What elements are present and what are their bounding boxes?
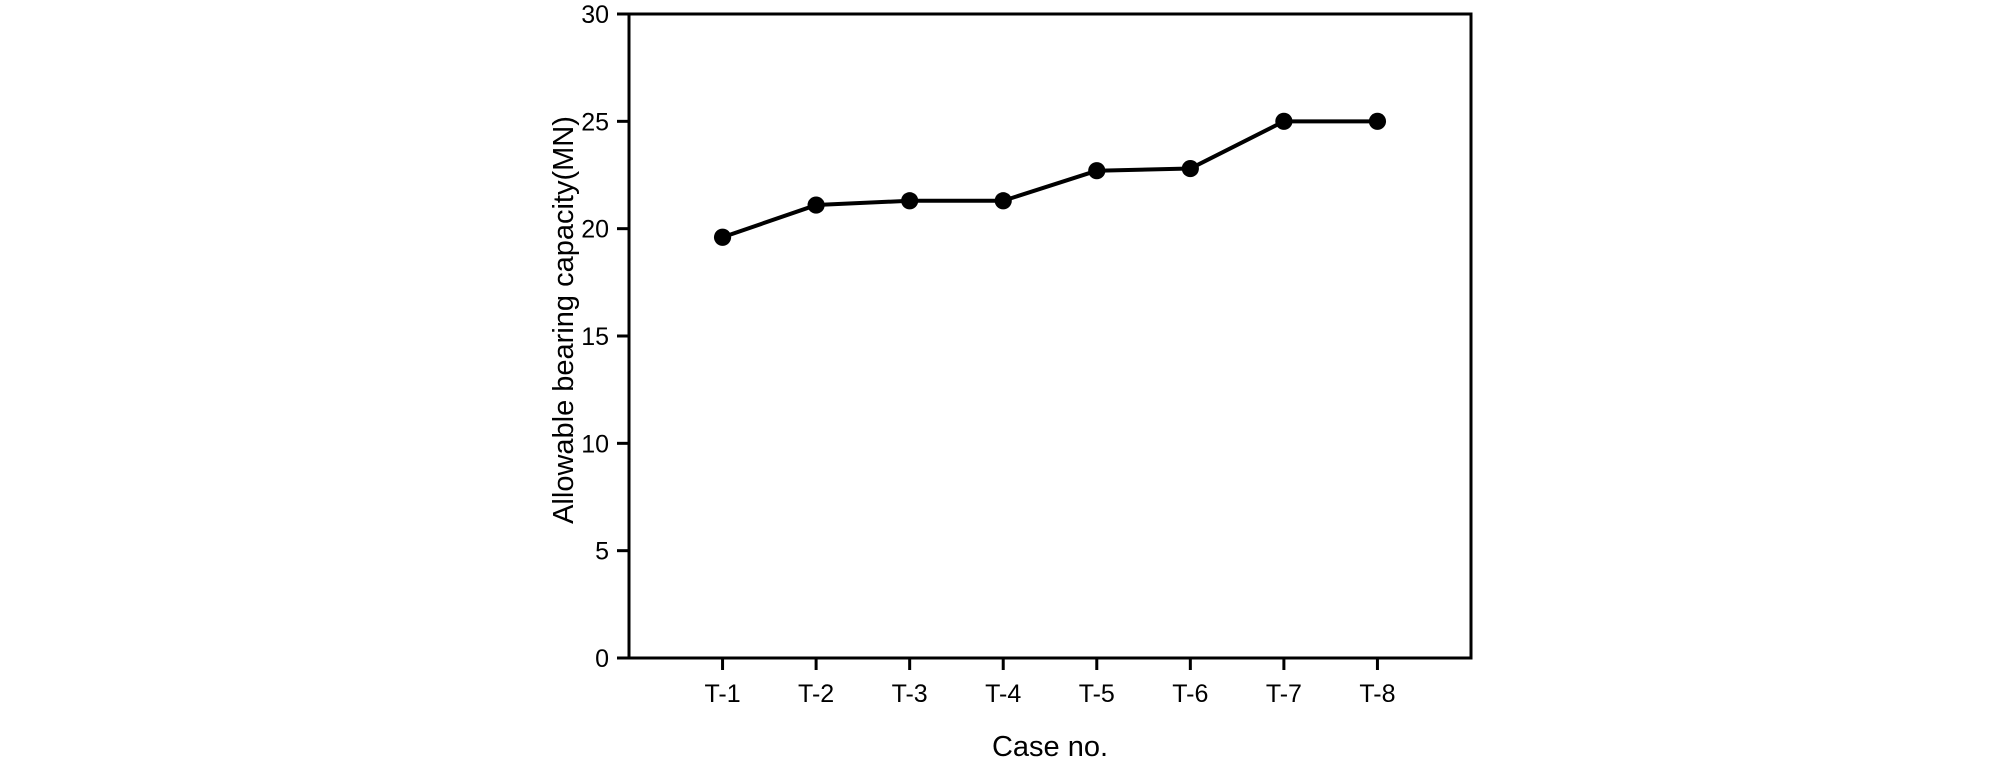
data-point-marker	[713, 228, 732, 246]
x-tick-label: T-2	[798, 680, 834, 708]
data-point-marker	[994, 192, 1012, 210]
y-tick-label: 20	[581, 216, 609, 244]
x-axis-tick-labels: T-1 T-2 T-3 T-4 T-5 T-6 T-7 T-8	[704, 680, 1395, 708]
x-tick-label: T-7	[1266, 680, 1302, 708]
y-tick-label: 10	[581, 430, 609, 458]
plot-frame	[627, 12, 1473, 660]
data-series	[713, 112, 1387, 246]
y-tick-label: 25	[581, 108, 609, 136]
data-point-marker	[1275, 112, 1293, 130]
data-point-marker	[1181, 159, 1199, 178]
data-point-marker	[807, 196, 825, 214]
y-axis-ticks	[617, 12, 629, 660]
x-axis-ticks	[721, 658, 1379, 670]
x-tick-label: T-1	[704, 680, 740, 708]
y-tick-label: 5	[595, 538, 609, 566]
data-point-marker	[901, 192, 919, 210]
x-tick-label: T-5	[1079, 680, 1115, 708]
x-tick-label: T-4	[985, 680, 1021, 708]
y-tick-label: 0	[595, 645, 609, 673]
data-point-marker	[1088, 162, 1106, 180]
y-tick-label: 15	[581, 323, 609, 351]
x-tick-label: T-8	[1359, 680, 1395, 708]
x-tick-label: T-6	[1172, 680, 1208, 708]
y-axis-title: Allowable bearing capacity(MN)	[548, 116, 580, 524]
y-tick-label: 30	[581, 1, 609, 29]
x-tick-label: T-3	[892, 680, 928, 708]
y-axis-tick-labels: 0 5 10 15 20 25 30	[581, 1, 609, 673]
series-polyline	[721, 119, 1378, 240]
x-axis-title: Case no.	[992, 731, 1108, 763]
data-point-marker	[1368, 112, 1387, 130]
